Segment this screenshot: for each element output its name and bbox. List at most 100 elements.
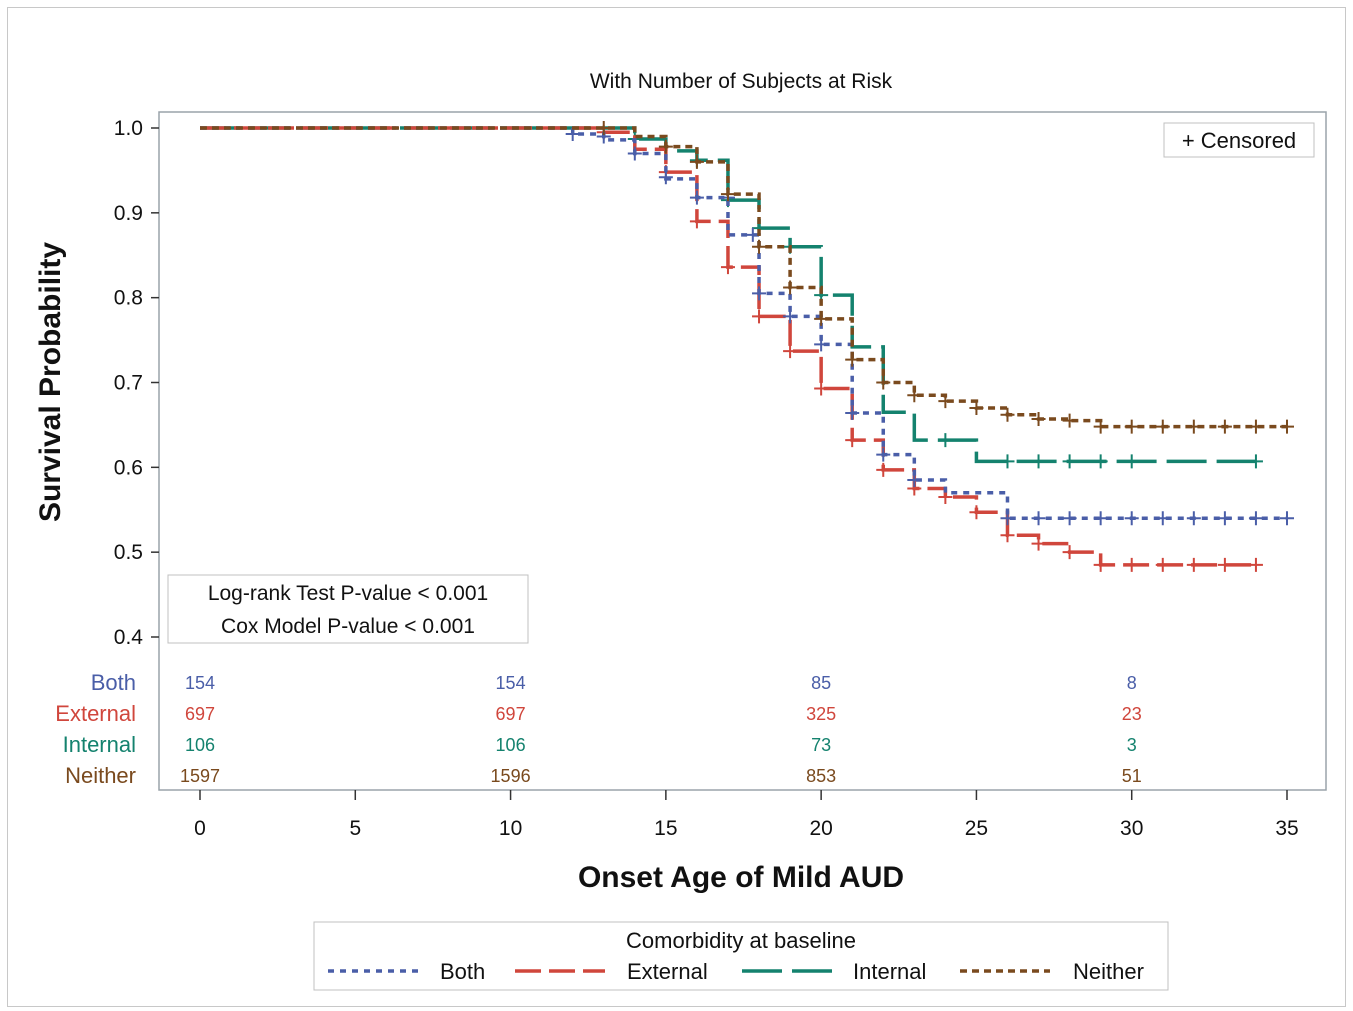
censor-mark-internal <box>1093 454 1108 469</box>
censor-mark-external <box>1155 557 1170 572</box>
x-tick-label: 20 <box>809 817 832 840</box>
x-axis: 0 5 10 15 20 25 30 35 <box>194 790 1299 840</box>
censor-mark-both <box>1217 511 1232 526</box>
chart-subtitle: With Number of Subjects at Risk <box>590 70 893 93</box>
at-risk-value: 697 <box>185 704 215 724</box>
at-risk-label: Neither <box>65 763 136 788</box>
at-risk-value: 154 <box>185 673 215 693</box>
cox-text: Cox Model P-value < 0.001 <box>221 615 475 638</box>
censor-mark-neither <box>1000 407 1015 422</box>
logrank-text: Log-rank Test P-value < 0.001 <box>208 582 488 605</box>
censor-mark-external <box>689 214 704 229</box>
censor-mark-both <box>814 337 829 352</box>
at-risk-value: 8 <box>1127 673 1137 693</box>
censor-mark-internal <box>1248 454 1263 469</box>
censor-mark-internal <box>1031 454 1046 469</box>
censor-mark-external <box>752 309 767 324</box>
censor-mark-both <box>752 286 767 301</box>
legend-label-both: Both <box>440 959 485 984</box>
censor-mark-neither <box>1217 419 1232 434</box>
censor-mark-external <box>876 462 891 477</box>
legend: Comorbidity at baseline Both External Inte… <box>313 921 1169 991</box>
censor-mark-neither <box>907 388 922 403</box>
censor-mark-neither <box>752 239 767 254</box>
censor-mark-both <box>783 309 798 324</box>
censor-mark-neither <box>1155 419 1170 434</box>
at-risk-value: 23 <box>1122 704 1142 724</box>
x-tick-label: 0 <box>194 817 206 840</box>
at-risk-label: Both <box>91 670 136 695</box>
censor-mark-neither <box>596 121 611 135</box>
censored-label: + Censored <box>1182 128 1296 153</box>
at-risk-label: External <box>55 701 136 726</box>
censor-mark-external <box>1124 557 1139 572</box>
y-tick-label: 0.5 <box>114 541 143 564</box>
at-risk-value: 697 <box>496 704 526 724</box>
censor-mark-external <box>1248 557 1263 572</box>
censor-mark-both <box>1093 511 1108 526</box>
at-risk-label: Internal <box>63 732 136 757</box>
at-risk-value: 1597 <box>180 766 220 786</box>
at-risk-value: 154 <box>496 673 526 693</box>
curve-neither <box>200 126 1287 429</box>
censor-mark-both <box>876 447 891 462</box>
censor-mark-external <box>814 381 829 396</box>
at-risk-value: 51 <box>1122 766 1142 786</box>
censor-mark-both <box>907 473 922 488</box>
censor-mark-neither <box>1280 419 1294 434</box>
censor-mark-external <box>1031 536 1046 551</box>
censor-mark-neither <box>1186 419 1201 434</box>
censor-mark-both <box>845 406 860 421</box>
censor-mark-internal <box>1000 454 1015 469</box>
censor-mark-neither <box>938 394 953 409</box>
censor-mark-both <box>1248 511 1263 526</box>
at-risk-value: 106 <box>185 735 215 755</box>
censor-mark-internal <box>1062 454 1077 469</box>
censor-mark-neither <box>1124 419 1139 434</box>
censor-mark-neither <box>814 311 829 326</box>
y-axis-label: Survival Probability <box>34 242 67 522</box>
at-risk-value: 853 <box>806 766 836 786</box>
x-tick-label: 25 <box>965 817 988 840</box>
censored-legend: + Censored <box>1163 122 1315 158</box>
y-tick-label: 0.8 <box>114 287 143 310</box>
censor-mark-neither <box>969 400 984 415</box>
legend-title: Comorbidity at baseline <box>626 928 856 953</box>
censor-mark-neither <box>1031 411 1046 426</box>
at-risk-value: 106 <box>496 735 526 755</box>
survival-curves <box>200 121 1294 572</box>
censor-mark-external <box>1093 557 1108 572</box>
censor-mark-neither <box>1093 419 1108 434</box>
x-tick-label: 10 <box>499 817 522 840</box>
at-risk-value: 3 <box>1127 735 1137 755</box>
censor-mark-neither <box>783 280 798 295</box>
censor-mark-external <box>1062 545 1077 560</box>
plot-area <box>158 111 1327 791</box>
y-tick-label: 0.7 <box>114 372 143 395</box>
at-risk-value: 85 <box>811 673 831 693</box>
censor-mark-neither <box>1248 419 1263 434</box>
y-tick-label: 0.6 <box>114 456 143 479</box>
censor-mark-external <box>1000 528 1015 543</box>
legend-label-external: External <box>627 959 708 984</box>
censor-mark-neither <box>876 375 891 390</box>
x-tick-label: 15 <box>654 817 677 840</box>
censor-mark-external <box>720 260 735 275</box>
at-risk-value: 73 <box>811 735 831 755</box>
x-tick-label: 35 <box>1275 817 1298 840</box>
x-axis-label: Onset Age of Mild AUD <box>578 861 904 894</box>
censor-mark-both <box>1155 511 1170 526</box>
y-tick-label: 0.9 <box>114 202 143 225</box>
censor-mark-both <box>1000 511 1015 526</box>
at-risk-value: 1596 <box>491 766 531 786</box>
censor-mark-external <box>969 505 984 520</box>
y-tick-label: 0.4 <box>114 626 144 649</box>
at-risk-table: Both 154 154 85 8 External 697 697 325 23 Internal… <box>55 670 1141 788</box>
censor-mark-neither <box>1062 413 1077 428</box>
censor-mark-both <box>658 170 673 185</box>
censor-mark-both <box>1124 511 1139 526</box>
legend-label-neither: Neither <box>1073 959 1144 984</box>
figure-frame <box>7 7 1346 1007</box>
censor-mark-both <box>1280 511 1294 526</box>
